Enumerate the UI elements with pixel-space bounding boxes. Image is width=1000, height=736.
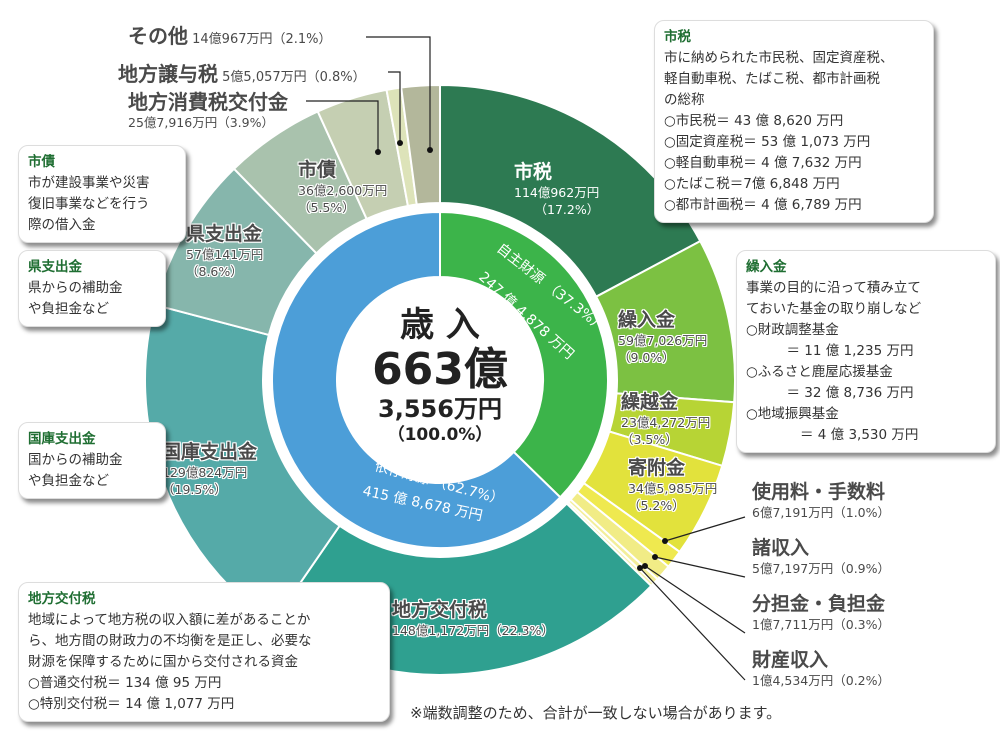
leader-lines bbox=[306, 36, 746, 681]
info-box-line: ○市民税＝ 43 億 8,620 万円 bbox=[664, 113, 844, 129]
total-center-label: 歳 入 663億 3,556万円 （100.0%） bbox=[340, 305, 540, 447]
info-box-title: 地方交付税 bbox=[28, 591, 96, 607]
info-box-line: ＝ 32 億 8,736 万円 bbox=[746, 385, 914, 401]
label-shisai: 市債 36億2,600万円 （5.5%） bbox=[298, 159, 388, 215]
label-shizei: 市税 114億962万円 （17.2%） bbox=[514, 161, 600, 217]
outer-slice-0 bbox=[439, 83, 702, 299]
info-box-title: 市債 bbox=[28, 154, 55, 170]
total-title: 歳 入 bbox=[400, 305, 480, 345]
info-box-line: 市が建設事業や災害 bbox=[28, 175, 150, 191]
center-hole bbox=[337, 277, 543, 483]
label-kurinyu: 繰入金 59億7,026万円 （9.0%） bbox=[618, 309, 708, 365]
rounding-note: ※端数調整のため、合計が一致しない場合があります。 bbox=[410, 704, 782, 722]
info-box-shizei: 市税 市に納められた市民税、固定資産税、 軽自動車税、たばこ税、都市計画税 の総称 ○… bbox=[654, 20, 934, 223]
label-shoshu: 諸収入 5億7,197万円（0.9%） bbox=[752, 537, 890, 576]
info-box-line: 財源を保障するために国から交付される資金 bbox=[28, 654, 298, 670]
info-box-ken: 県支出金 県からの補助金 や負担金など bbox=[18, 250, 166, 327]
info-box-line: 復旧事業などを行う bbox=[28, 196, 150, 212]
info-box-line: ○都市計画税＝ 4 億 6,789 万円 bbox=[664, 197, 862, 213]
label-kokko: 国庫支出金 129億824万円 （19.5%） bbox=[162, 441, 258, 497]
info-box-line: 市に納められた市民税、固定資産税、 bbox=[664, 50, 894, 66]
info-box-line: ○財政調整基金 bbox=[746, 322, 839, 338]
label-kofuzei: 地方交付税 148億1,172万円（22.3%） bbox=[392, 599, 554, 638]
info-box-kurinyu: 繰入金 事業の目的に沿って積み立て ておいた基金の取り崩しなど ○財政調整基金 ＝ … bbox=[736, 250, 996, 453]
info-box-line: ○たばこ税＝7億 6,848 万円 bbox=[664, 176, 840, 192]
leader-dots bbox=[375, 140, 668, 571]
info-box-kokko: 国庫支出金 国からの補助金 や負担金など bbox=[18, 422, 166, 499]
info-box-line: や負担金など bbox=[28, 301, 109, 317]
info-box-line: 際の借入金 bbox=[28, 217, 96, 233]
info-box-line: ＝ 11 億 1,235 万円 bbox=[746, 343, 914, 359]
label-shohizei: 地方消費税交付金 25億7,916万円（3.9%） bbox=[128, 90, 288, 130]
label-sonota: その他 14億967万円（2.1%） bbox=[128, 24, 332, 48]
info-box-title: 市税 bbox=[664, 29, 691, 45]
info-box-line: ておいた基金の取り崩しなど bbox=[746, 301, 922, 317]
label-buntan: 分担金・負担金 1億7,711万円（0.3%） bbox=[752, 593, 890, 632]
info-box-line: 軽自動車税、たばこ税、都市計画税 bbox=[664, 71, 880, 87]
label-kurikoshi: 繰越金 23億4,272万円 （3.5%） bbox=[621, 391, 711, 447]
info-box-line: ○固定資産税＝ 53 億 1,073 万円 bbox=[664, 134, 871, 150]
info-box-line: 地域によって地方税の収入額に差があることか bbox=[28, 612, 311, 628]
info-box-line: ○地域振興基金 bbox=[746, 406, 839, 422]
info-box-line: の総称 bbox=[664, 92, 705, 108]
info-box-line: ○軽自動車税＝ 4 億 7,632 万円 bbox=[664, 155, 862, 171]
total-sub-amount: 3,556万円 bbox=[378, 395, 502, 423]
total-big-amount: 663億 bbox=[372, 344, 508, 395]
label-shiyoryo: 使用料・手数料 6億7,191万円（1.0%） bbox=[752, 481, 890, 520]
label-ken: 県支出金 57億141万円 （8.6%） bbox=[186, 223, 264, 279]
info-box-line: ＝ 4 億 3,530 万円 bbox=[746, 427, 919, 443]
outer-ring bbox=[144, 83, 736, 676]
info-box-title: 県支出金 bbox=[28, 259, 82, 275]
info-box-shisai: 市債 市が建設事業や災害 復旧事業などを行う 際の借入金 bbox=[18, 145, 186, 243]
total-percent: （100.0%） bbox=[387, 425, 493, 445]
info-box-line: 県からの補助金 bbox=[28, 280, 123, 296]
info-box-line: ○普通交付税＝ 134 億 95 万円 bbox=[28, 675, 222, 691]
label-joyozei: 地方譲与税 5億5,057万円（0.8%） bbox=[118, 62, 366, 86]
info-box-line: 事業の目的に沿って積み立て bbox=[746, 280, 921, 296]
info-box-line: ○ふるさと鹿屋応援基金 bbox=[746, 364, 893, 380]
info-box-line: や負担金など bbox=[28, 473, 109, 489]
info-box-line: ら、地方間の財政力の不均衡を是正し、必要な bbox=[28, 633, 312, 649]
info-box-line: 国からの補助金 bbox=[28, 452, 123, 468]
info-box-kofuzei: 地方交付税 地域によって地方税の収入額に差があることか ら、地方間の財政力の不均衡… bbox=[18, 582, 390, 722]
label-zaisan: 財産収入 1億4,534万円（0.2%） bbox=[752, 649, 890, 688]
label-kifu: 寄附金 34億5,985万円 （5.2%） bbox=[628, 457, 718, 513]
info-box-line: ○特別交付税＝ 14 億 1,077 万円 bbox=[28, 696, 235, 712]
info-box-title: 国庫支出金 bbox=[28, 431, 96, 447]
info-box-title: 繰入金 bbox=[746, 259, 787, 275]
